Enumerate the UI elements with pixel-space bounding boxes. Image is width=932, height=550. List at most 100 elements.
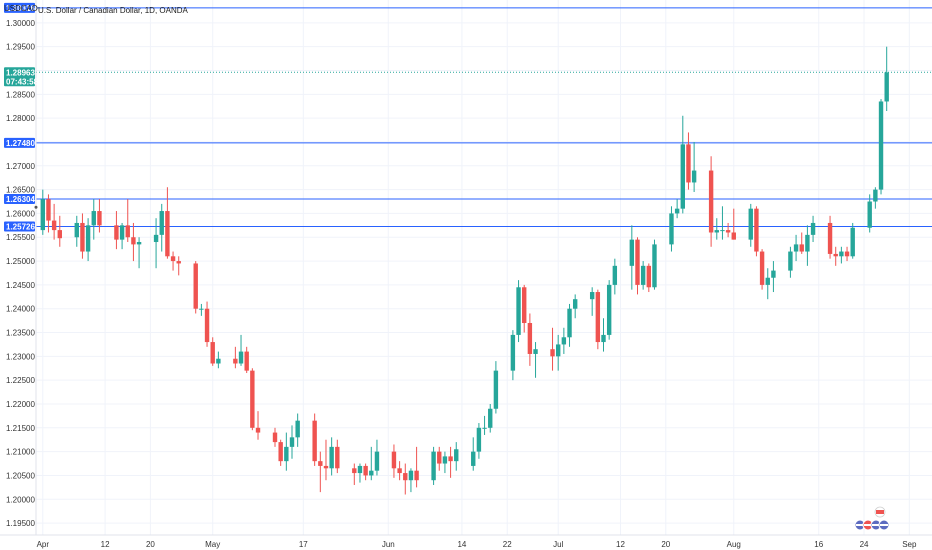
axis-marker-dot: [34, 205, 38, 209]
candle-up: [289, 425, 295, 459]
candle-up: [788, 246, 793, 278]
x-tick-label: 16: [814, 540, 823, 549]
currency-flags-logo: [854, 506, 890, 531]
candle-up: [216, 351, 221, 369]
candle-body: [454, 449, 459, 462]
candle-body: [391, 451, 397, 469]
candle-body: [572, 299, 578, 309]
candle-body: [788, 251, 793, 271]
candle-up: [471, 437, 476, 471]
candle-up: [295, 413, 300, 447]
candle-up: [680, 115, 685, 214]
candle-body: [131, 237, 136, 245]
candle-body: [839, 251, 844, 257]
candle-down: [844, 246, 850, 262]
candle-body: [352, 468, 357, 474]
candle-up: [805, 225, 810, 266]
candle-body: [759, 251, 765, 285]
candle-up: [510, 330, 516, 381]
candle-body: [680, 144, 685, 209]
x-axis: Apr 12 20 May 17 Jun 14 22 Jul 12 20 Aug 16 24 Sep: [0, 534, 932, 549]
candle-body: [516, 287, 521, 335]
candle-body: [527, 323, 533, 354]
candle-down: [165, 187, 170, 259]
candle-body: [714, 230, 719, 233]
candle-down: [131, 222, 136, 262]
candle-body: [369, 470, 374, 476]
candle-body: [272, 432, 278, 443]
y-tick-label: 1.26000: [6, 209, 35, 218]
candle-body: [233, 358, 238, 364]
candle-down: [250, 368, 255, 431]
candle-up: [408, 468, 414, 493]
candle-down: [51, 203, 57, 240]
chart-title: U.S. Dollar / Canadian Dollar, 1D, OANDA: [38, 6, 189, 15]
candle-body: [323, 465, 329, 469]
candle-up: [850, 222, 855, 259]
candle-body: [827, 222, 833, 254]
candle-body: [431, 451, 436, 481]
candle-down: [97, 199, 102, 233]
flag-icon: [854, 506, 890, 531]
candle-body: [193, 263, 198, 309]
candle-body: [153, 234, 159, 243]
candle-down: [403, 463, 408, 495]
candle-body: [357, 465, 363, 474]
candle-body: [414, 470, 419, 481]
candle-body: [312, 420, 317, 462]
level-price-tag: 1.25726: [4, 221, 35, 232]
candle-body: [57, 230, 62, 239]
candle-body: [437, 451, 442, 464]
candle-down: [176, 256, 181, 276]
candle-body: [482, 427, 487, 429]
candle-body: [878, 101, 884, 190]
candle-body: [448, 456, 453, 462]
candle-up: [771, 261, 776, 293]
candle-up: [720, 206, 725, 240]
candle-body: [204, 308, 210, 343]
y-tick-label: 1.19500: [6, 519, 35, 528]
candle-down: [437, 446, 442, 471]
level-price-tag: 1.27480: [4, 137, 35, 148]
candle-up: [516, 280, 521, 343]
candle-up: [878, 99, 884, 195]
candle-body: [199, 308, 204, 310]
candle-up: [136, 237, 142, 269]
candle-body: [731, 232, 736, 240]
candle-up: [561, 327, 567, 354]
level-price-tag: 1.30316: [4, 2, 35, 13]
candle-down: [686, 132, 691, 190]
candle-up: [884, 46, 889, 112]
candle-body: [640, 265, 646, 285]
candle-down: [754, 206, 759, 257]
y-tick-label: 1.20500: [6, 471, 35, 480]
level-tag-label: 1.27480: [6, 139, 35, 148]
x-tick-label: Sep: [902, 540, 917, 549]
candle-up: [357, 463, 363, 483]
candle-down: [46, 194, 51, 233]
countdown-label: 07:43:58: [6, 77, 39, 86]
candle-body: [97, 211, 102, 226]
candle-up: [199, 303, 204, 316]
y-tick-label: 1.22000: [6, 400, 35, 409]
candle-up: [374, 439, 380, 476]
x-tick-label: 24: [860, 540, 869, 549]
candle-body: [510, 334, 516, 371]
horizontal-level-lines: [36, 7, 932, 227]
candle-up: [454, 442, 459, 471]
candle-body: [867, 201, 872, 228]
candle-body: [561, 337, 567, 345]
x-tick-label: Apr: [37, 540, 50, 549]
candle-up: [839, 246, 844, 264]
candle-up: [640, 261, 646, 290]
candle-body: [748, 208, 753, 240]
candle-body: [125, 225, 130, 238]
candle-body: [850, 227, 855, 257]
candle-body: [612, 265, 618, 285]
candle-up: [85, 218, 91, 262]
candle-body: [295, 420, 300, 438]
candle-up: [589, 287, 595, 316]
last-price-label: 1.28963: [6, 68, 35, 77]
